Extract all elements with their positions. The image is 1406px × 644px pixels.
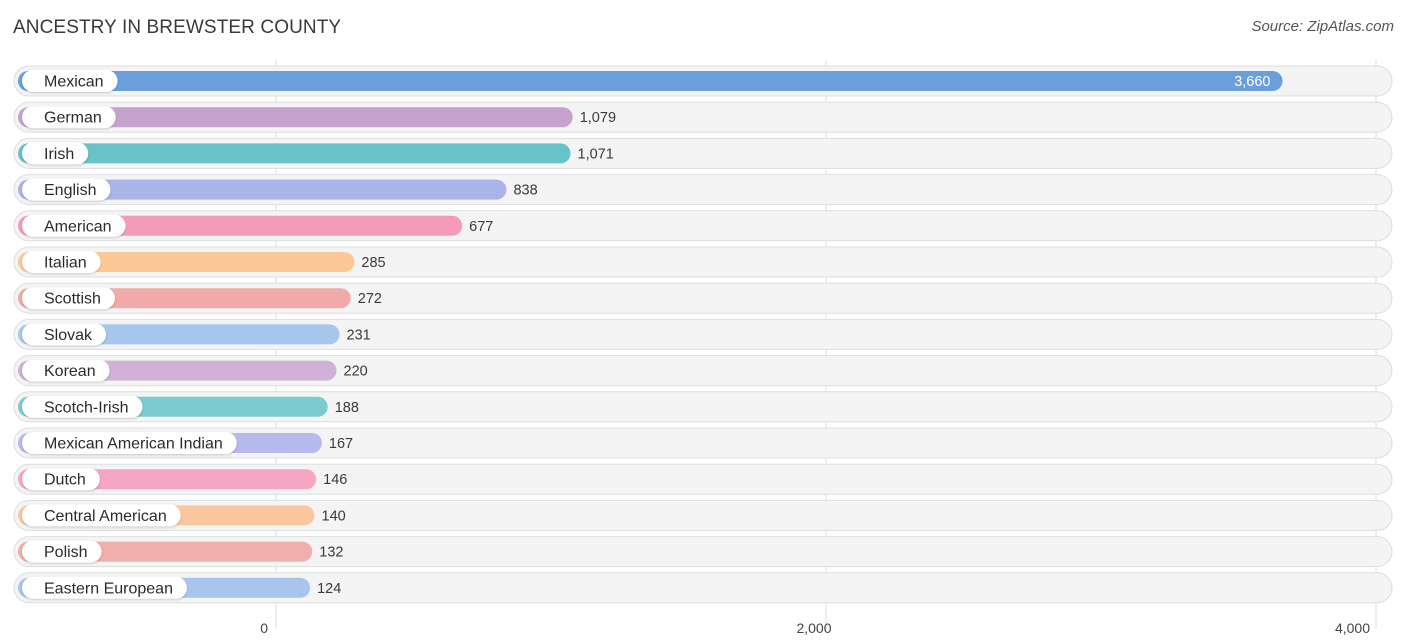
value-label: 167 (329, 436, 353, 452)
bar-row-english[interactable]: English 838 (13, 174, 1393, 206)
category-pill (22, 395, 143, 418)
value-label: 132 (319, 545, 343, 561)
bar-row-american[interactable]: American 677 (13, 210, 1393, 242)
category-label: Polish (44, 544, 88, 561)
row-track (13, 427, 1393, 459)
value-label: 677 (469, 219, 493, 235)
bar-german[interactable] (18, 107, 573, 128)
category-pill (22, 70, 118, 92)
bar-row-mexican-american-indian[interactable]: Mexican American Indian 167 (13, 427, 1393, 459)
bar-row-mexican[interactable]: Mexican 3,660 (13, 65, 1393, 97)
bar-row-central-american[interactable]: Central American 140 (13, 499, 1393, 531)
category-label: Eastern European (44, 580, 173, 597)
bar-row-german[interactable]: German 1,079 (13, 101, 1393, 133)
category-label: Korean (44, 363, 96, 380)
category-pill (22, 287, 115, 310)
category-label: German (44, 110, 102, 127)
category-pill (22, 540, 102, 563)
bar-mexican[interactable] (18, 71, 1283, 91)
category-pill (22, 432, 237, 454)
bar-row-italian[interactable]: Italian 285 (13, 246, 1393, 278)
category-pill (22, 178, 111, 201)
category-label: Italian (44, 255, 87, 272)
value-label: 220 (344, 364, 368, 380)
category-label: Dutch (44, 472, 86, 489)
bar-row-polish[interactable]: Polish 132 (13, 536, 1393, 568)
bar-italian[interactable] (18, 252, 355, 272)
category-label: American (44, 218, 112, 235)
row-track (13, 282, 1393, 314)
bar-irish[interactable] (18, 143, 571, 164)
value-label: 188 (335, 400, 359, 416)
category-label: Mexican American Indian (44, 436, 223, 453)
category-label: Irish (44, 146, 74, 163)
value-label: 838 (513, 183, 537, 199)
row-track (13, 318, 1393, 350)
value-label: 285 (361, 255, 385, 271)
category-pill (22, 504, 181, 527)
source-credit[interactable]: Source: ZipAtlas.com (1251, 18, 1394, 35)
value-label: 272 (358, 291, 382, 307)
category-pill (22, 359, 110, 382)
bar-row-eastern-european[interactable]: Eastern European 124 (13, 572, 1393, 604)
bar-row-korean[interactable]: Korean 220 (13, 355, 1393, 387)
category-pill (22, 576, 187, 599)
bar-english[interactable] (18, 179, 507, 200)
category-label: Scottish (44, 291, 101, 308)
category-label: Scotch-Irish (44, 399, 128, 416)
category-pill (22, 468, 100, 491)
row-track (13, 391, 1393, 423)
category-label: Mexican (44, 74, 104, 91)
value-label: 3,660 (1234, 74, 1270, 90)
bar-row-scotch-irish[interactable]: Scotch-Irish 188 (13, 391, 1393, 423)
row-track (13, 572, 1393, 604)
bar-row-scottish[interactable]: Scottish 272 (13, 282, 1393, 314)
value-label: 140 (322, 508, 346, 524)
bar-american[interactable] (18, 215, 463, 236)
category-label: Slovak (44, 327, 93, 344)
value-label: 1,079 (580, 110, 616, 126)
category-pill (22, 106, 116, 129)
row-track (13, 499, 1393, 531)
bar-rows: Mexican 3,660 German 1,079 Irish 1,071 English… (13, 65, 1393, 604)
row-track (13, 355, 1393, 387)
row-track (13, 246, 1393, 278)
category-pill (22, 214, 126, 237)
x-tick-label: 0 (260, 620, 268, 636)
value-label: 1,071 (578, 146, 614, 162)
chart-title: ANCESTRY IN BREWSTER COUNTY (13, 17, 342, 38)
x-tick-label: 4,000 (1335, 620, 1370, 636)
x-axis-ticks: 0 2,000 4,000 (260, 620, 1370, 636)
category-pill (22, 323, 107, 346)
row-track (13, 463, 1393, 495)
row-track (13, 536, 1393, 568)
category-pill (22, 142, 89, 165)
value-label: 146 (323, 472, 347, 488)
category-label: Central American (44, 508, 167, 525)
category-pill (22, 251, 101, 273)
x-tick-label: 2,000 (796, 620, 831, 636)
bar-row-slovak[interactable]: Slovak 231 (13, 318, 1393, 350)
category-label: English (44, 182, 96, 199)
value-label: 124 (317, 581, 341, 597)
value-label: 231 (347, 327, 371, 343)
bar-row-irish[interactable]: Irish 1,071 (13, 137, 1393, 169)
bar-row-dutch[interactable]: Dutch 146 (13, 463, 1393, 495)
